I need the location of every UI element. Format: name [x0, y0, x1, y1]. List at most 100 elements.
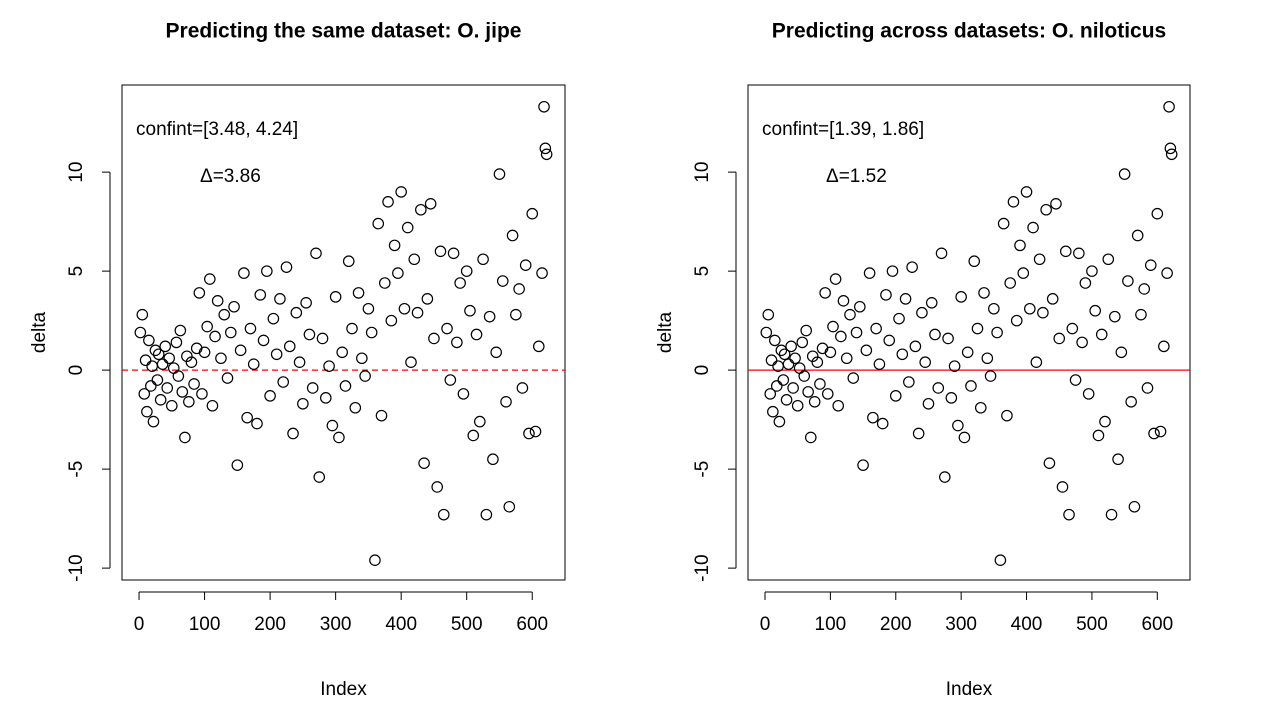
point — [796, 336, 809, 349]
point — [1118, 168, 1131, 180]
point — [467, 429, 480, 442]
point — [267, 312, 280, 325]
point — [359, 370, 371, 382]
point — [1082, 388, 1095, 400]
point — [994, 554, 1007, 566]
point — [780, 394, 793, 406]
point — [1050, 198, 1062, 210]
point — [1109, 310, 1121, 323]
point — [464, 304, 476, 317]
point — [375, 409, 388, 422]
point — [176, 386, 189, 398]
point — [782, 358, 795, 370]
plot-box — [747, 84, 1191, 581]
chart-title: Predicting the same dataset: O. jipe — [166, 20, 522, 43]
point — [840, 352, 853, 365]
point — [764, 388, 777, 400]
point — [401, 221, 414, 234]
point — [899, 293, 912, 305]
point — [804, 431, 817, 444]
point — [1092, 429, 1105, 442]
point — [411, 306, 424, 319]
point — [392, 267, 404, 279]
point — [241, 411, 253, 424]
point — [254, 289, 267, 301]
point — [313, 471, 326, 483]
point — [434, 245, 447, 258]
point — [510, 308, 522, 321]
point — [1059, 245, 1072, 258]
y-axis-label: delta — [29, 311, 50, 353]
point — [196, 388, 208, 400]
point — [968, 255, 981, 268]
point — [526, 207, 539, 220]
point — [777, 374, 790, 386]
point — [218, 308, 231, 321]
point — [143, 334, 155, 347]
point — [519, 259, 532, 271]
point — [166, 399, 178, 412]
point — [264, 390, 276, 402]
point — [876, 417, 889, 430]
point — [1056, 481, 1069, 493]
point — [1131, 229, 1144, 242]
y-tick-label: -5 — [692, 461, 713, 478]
y-tick-label: -10 — [66, 554, 87, 581]
point — [141, 405, 153, 418]
point — [1033, 253, 1046, 266]
point — [206, 399, 219, 412]
point — [421, 293, 434, 305]
point — [1043, 457, 1056, 469]
point — [922, 397, 935, 410]
point — [1161, 267, 1173, 279]
point — [912, 427, 925, 440]
point — [991, 326, 1003, 339]
y-tick-label: -5 — [66, 461, 87, 478]
plot-box — [121, 84, 566, 581]
point — [1004, 277, 1016, 289]
point — [540, 148, 553, 161]
point — [1053, 332, 1066, 345]
point — [1138, 283, 1151, 295]
point — [247, 358, 260, 370]
point — [1099, 415, 1111, 428]
point — [483, 310, 496, 323]
y-tick-label: 5 — [66, 266, 87, 277]
point — [163, 352, 175, 365]
point — [854, 300, 866, 313]
point — [1024, 302, 1036, 315]
point — [1102, 253, 1115, 266]
point — [935, 247, 948, 260]
point — [183, 395, 195, 408]
point — [1163, 100, 1175, 113]
point — [1063, 508, 1075, 521]
point — [154, 394, 167, 406]
point — [1164, 142, 1177, 155]
point — [929, 328, 941, 341]
point — [925, 296, 938, 309]
point — [952, 419, 964, 432]
y-tick-label: 0 — [66, 365, 87, 376]
point — [867, 411, 879, 424]
point — [889, 390, 902, 402]
point — [136, 308, 149, 321]
point — [903, 376, 915, 388]
point — [444, 374, 457, 386]
point — [767, 405, 779, 418]
point — [441, 322, 453, 335]
point — [539, 142, 552, 155]
panel: Predicting the same dataset: O. jipe Inde… — [29, 20, 566, 700]
point — [428, 332, 440, 345]
x-tick-label: 300 — [320, 614, 352, 635]
point — [1154, 425, 1167, 438]
point — [405, 356, 417, 368]
y-axis-label: delta — [655, 311, 676, 353]
point — [932, 382, 945, 394]
point — [378, 277, 391, 289]
point — [342, 255, 355, 268]
point — [424, 198, 437, 210]
x-axis-label: Index — [946, 679, 993, 700]
point — [896, 348, 909, 361]
point — [1141, 382, 1154, 394]
point — [870, 322, 882, 335]
